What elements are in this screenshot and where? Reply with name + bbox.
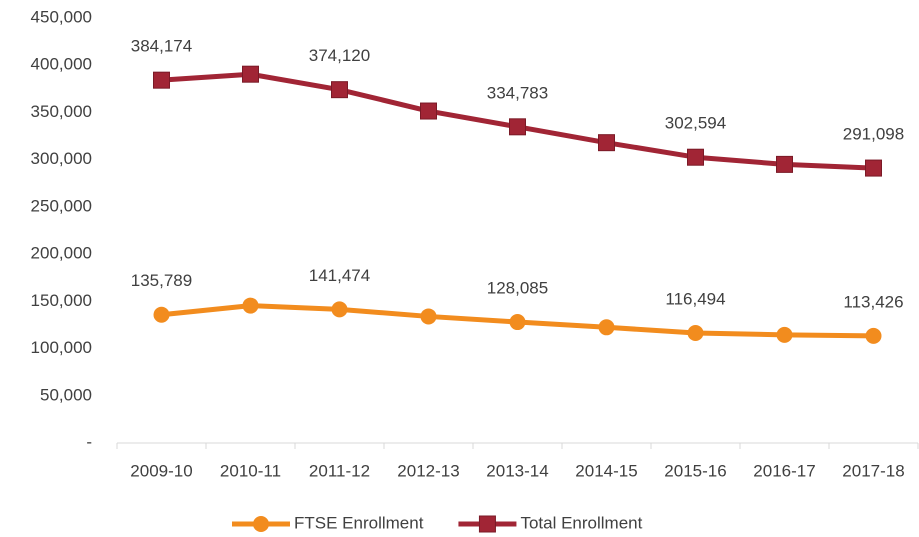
data-label: 291,098 [843, 125, 904, 144]
x-tick-label: 2015-16 [664, 461, 726, 480]
y-tick-label: 350,000 [31, 102, 92, 121]
data-point [153, 306, 170, 323]
data-point [242, 297, 259, 314]
data-label: 384,174 [131, 37, 192, 56]
y-tick-label: 50,000 [40, 385, 92, 404]
legend-marker [253, 516, 269, 532]
data-label: 116,494 [665, 289, 725, 308]
data-point [687, 324, 704, 341]
legend-label: FTSE Enrollment [294, 513, 424, 532]
x-tick-label: 2010-11 [220, 461, 281, 480]
x-tick-label: 2017-18 [842, 461, 904, 480]
y-tick-label: 200,000 [31, 244, 92, 263]
y-tick-label: 100,000 [31, 338, 92, 357]
y-tick-label: 400,000 [31, 55, 92, 74]
data-point [598, 319, 615, 336]
data-label: 113,426 [843, 292, 903, 311]
y-tick-label: 300,000 [31, 149, 92, 168]
y-tick-label: 450,000 [31, 7, 92, 26]
data-point [420, 308, 437, 325]
data-point [420, 102, 437, 120]
data-point [509, 118, 526, 136]
data-label: 302,594 [665, 114, 726, 133]
y-tick-label: - [86, 432, 92, 451]
legend-marker [478, 515, 496, 533]
data-label: 141,474 [309, 266, 370, 285]
x-tick-label: 2013-14 [486, 461, 548, 480]
data-point [242, 65, 259, 83]
data-point [865, 159, 882, 177]
data-point [865, 327, 882, 344]
x-tick-label: 2009-10 [130, 461, 192, 480]
data-point [776, 326, 793, 343]
data-point [509, 314, 526, 331]
data-point [598, 134, 615, 152]
legend-label: Total Enrollment [520, 513, 642, 532]
x-tick-label: 2016-17 [753, 461, 815, 480]
data-label: 135,789 [131, 271, 192, 290]
data-label: 128,085 [487, 279, 548, 298]
y-tick-label: 150,000 [31, 291, 92, 310]
data-point [153, 71, 170, 89]
x-tick-label: 2011-12 [309, 461, 370, 480]
x-tick-label: 2014-15 [575, 461, 637, 480]
data-label: 374,120 [309, 46, 370, 65]
data-point [331, 81, 348, 99]
data-point [687, 148, 704, 166]
data-label: 334,783 [487, 83, 548, 102]
x-tick-label: 2012-13 [397, 461, 459, 480]
data-point [776, 155, 793, 173]
data-point [331, 301, 348, 318]
y-tick-label: 250,000 [31, 196, 92, 215]
